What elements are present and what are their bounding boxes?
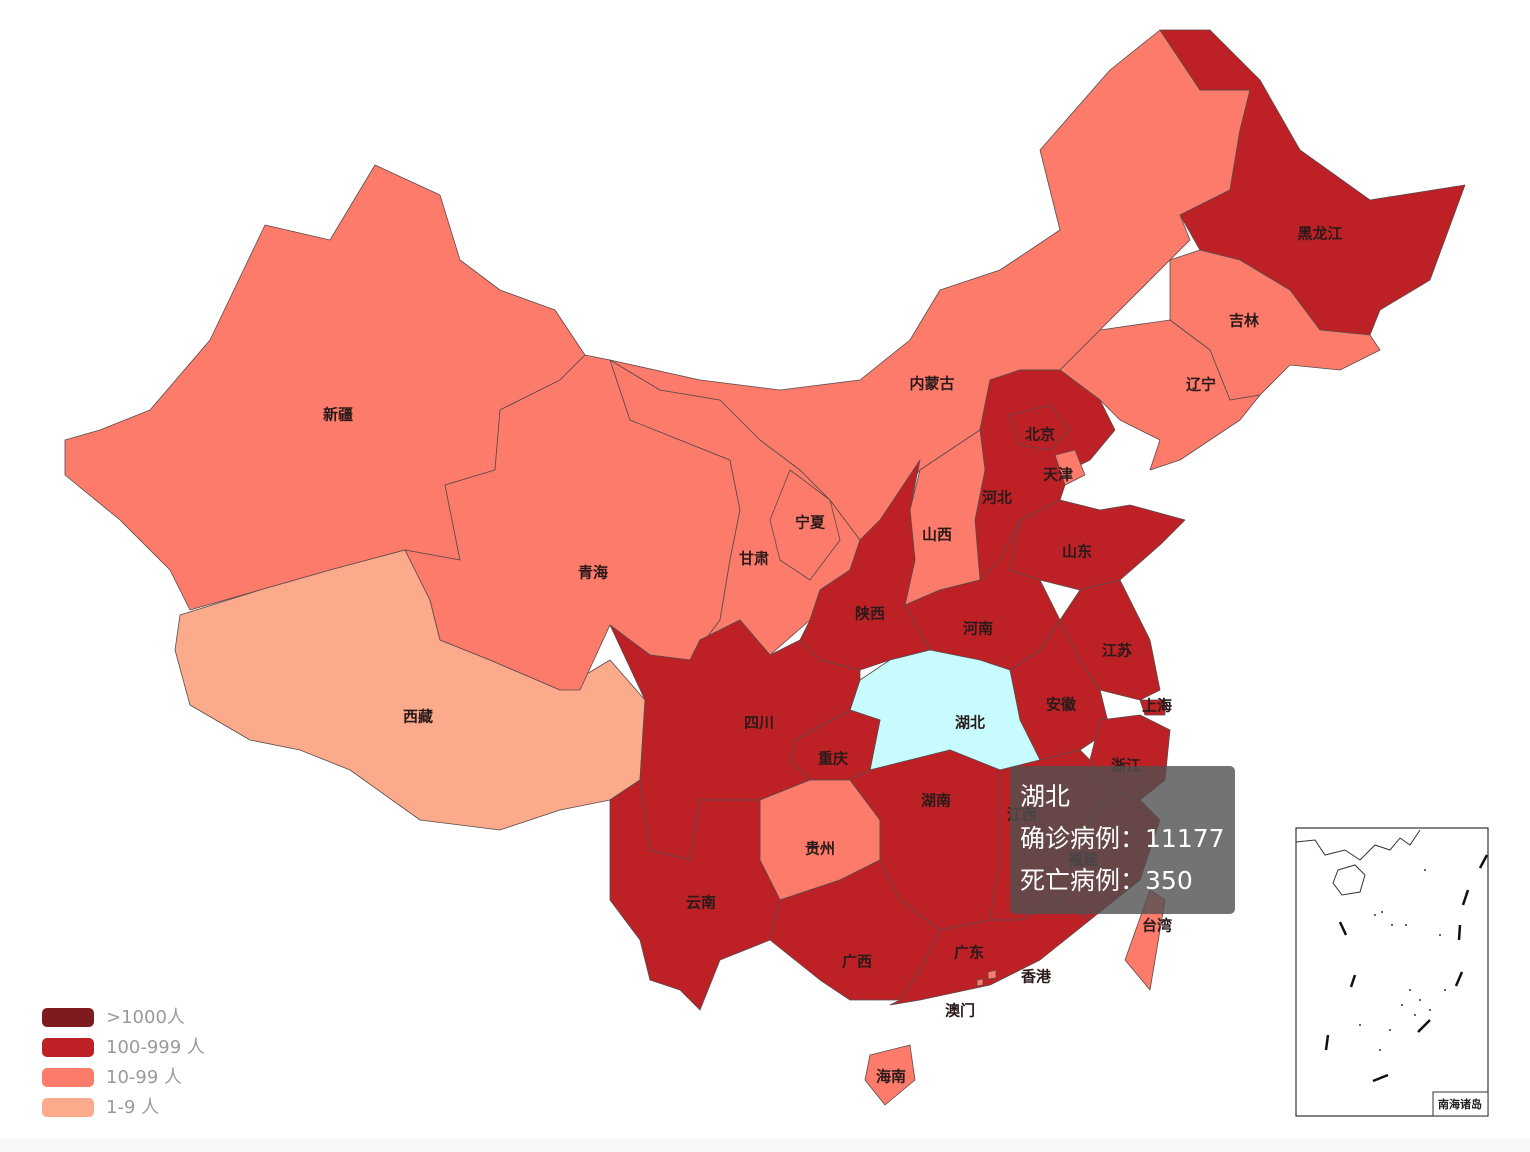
province-label: 北京 [1025,426,1055,444]
inset-label-box [1432,1091,1489,1117]
province-label: 吉林 [1229,312,1260,330]
province-label: 山西 [922,526,952,544]
inset-dashes [1324,854,1489,1083]
province-label: 云南 [686,894,716,912]
province-label: 西藏 [403,708,433,726]
inset-coast [1295,829,1421,861]
province[interactable] [1054,449,1086,486]
tooltip-value: 350 [1145,866,1193,895]
province-label: 上海 [1142,697,1172,715]
provinces [64,29,1466,1106]
province-label: 安徽 [1046,696,1077,714]
inset-islands [1359,869,1446,1051]
province-label: 陕西 [855,605,885,623]
province-label: 重庆 [818,750,848,768]
province[interactable] [1009,404,1071,451]
legend-text[interactable]: 10-99 人 [106,1067,182,1088]
province-label: 广西 [842,953,872,971]
province[interactable] [864,1044,916,1106]
province-label: 内蒙古 [909,375,954,393]
province-label: 江苏 [1102,642,1132,660]
tooltip-label: 死亡病例： [1020,866,1146,895]
province-label: 贵州 [805,840,835,858]
inset-island [1332,864,1366,896]
province-label: 四川 [744,714,774,732]
tooltip-label: 确诊病例： [1020,824,1146,853]
legend: >1000人 100-999 人 10-99 人 1-9 人 [42,1007,205,1118]
province-label: 新疆 [323,406,353,424]
province-label: 香港 [1021,968,1052,986]
province-label: 辽宁 [1186,376,1216,394]
legend-text[interactable]: >1000人 [106,1007,185,1028]
inset-frame [1295,827,1489,1117]
province-label: 湖北 [955,714,985,732]
inset-label: 南海诸岛 [1438,1097,1482,1111]
tooltip-value: 11177 [1145,824,1225,853]
province-label: 澳门 [945,1002,975,1020]
province-label: 山东 [1062,543,1092,561]
legend-swatch[interactable] [42,1098,94,1117]
province-label: 台湾 [1142,917,1172,935]
legend-swatch[interactable] [42,1068,94,1087]
province[interactable] [889,899,1091,1006]
province-label: 甘肃 [739,550,769,568]
legend-text[interactable]: 100-999 人 [106,1037,205,1058]
province[interactable] [976,978,984,987]
province-label: 广东 [954,944,984,962]
province-label: 海南 [876,1068,906,1086]
province[interactable] [1009,499,1186,591]
province-label: 河北 [982,489,1012,507]
tooltip-row: 确诊病例：11177 [1020,818,1225,860]
bottom-strip [0,1138,1530,1152]
province-label: 河南 [963,620,993,638]
province-label: 天津 [1043,466,1073,484]
province[interactable] [609,29,1251,541]
legend-swatch[interactable] [42,1038,94,1057]
legend-swatch[interactable] [42,1008,94,1027]
province[interactable] [987,969,997,980]
province-label: 湖南 [921,792,951,810]
legend-text[interactable]: 1-9 人 [106,1097,159,1118]
tooltip-row: 死亡病例：350 [1020,860,1225,902]
province-label: 宁夏 [795,514,826,532]
tooltip: 湖北 确诊病例：11177 死亡病例：350 [1010,766,1235,914]
south-china-sea-inset: 南海诸岛 [1295,827,1489,1117]
tooltip-title: 湖北 [1020,782,1071,811]
province-label: 青海 [578,564,608,582]
province[interactable] [1139,699,1166,716]
province-label: 黑龙江 [1297,225,1342,243]
